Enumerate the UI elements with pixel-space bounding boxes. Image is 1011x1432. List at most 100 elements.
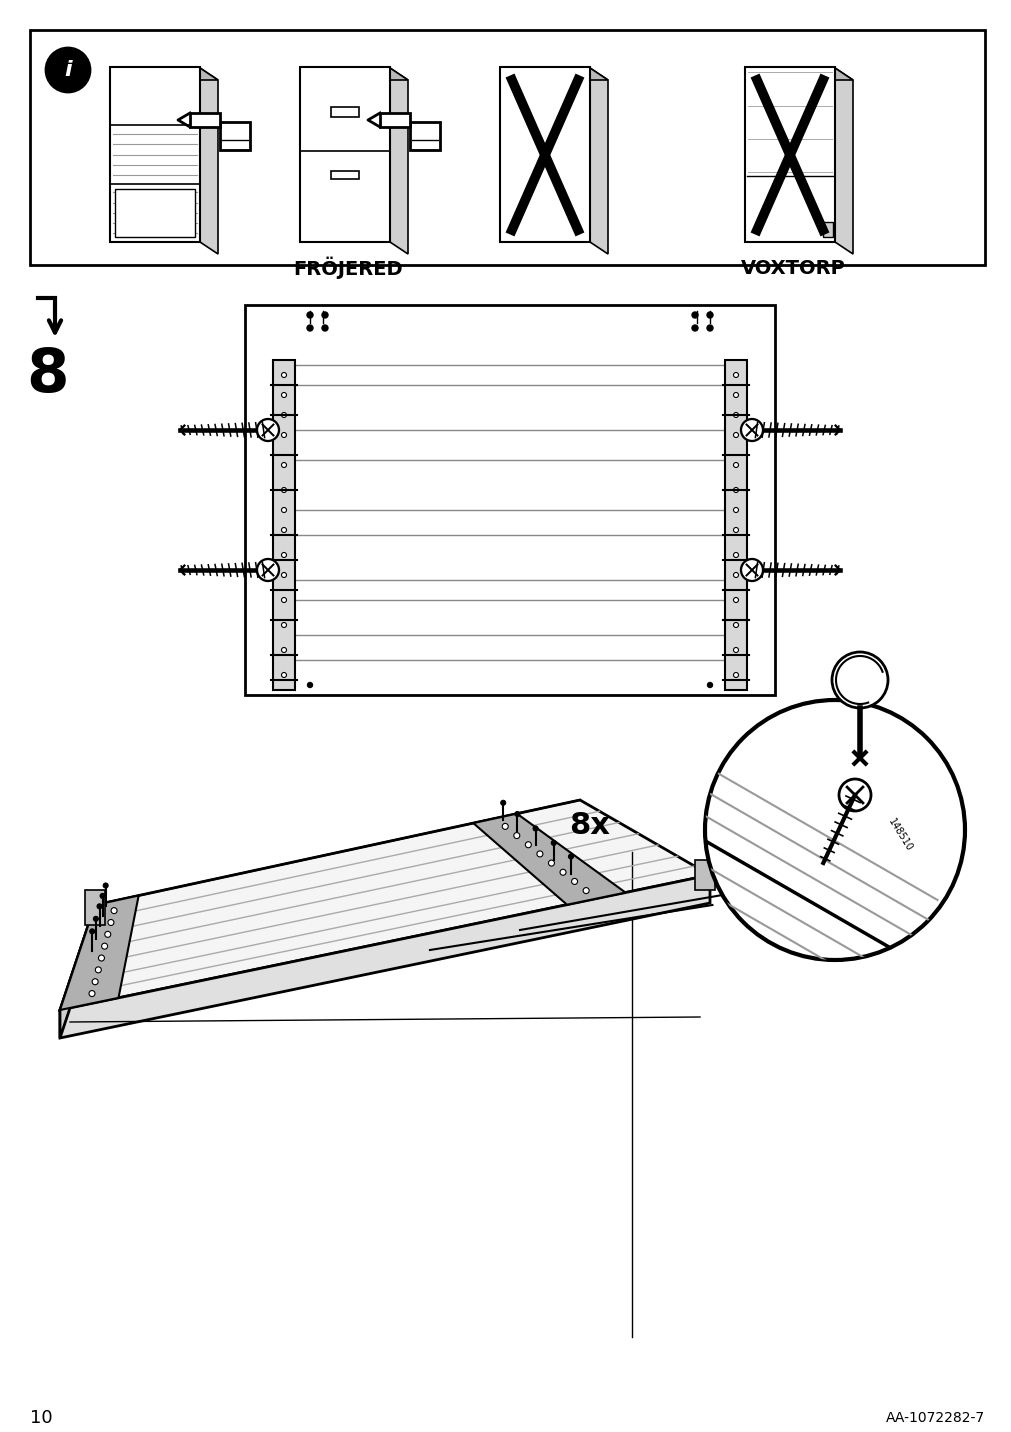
Polygon shape (60, 895, 139, 1010)
Circle shape (306, 312, 312, 318)
Circle shape (45, 49, 90, 92)
Bar (85, 891, 105, 925)
Bar (331, 170, 359, 179)
Circle shape (733, 507, 738, 513)
Circle shape (111, 908, 117, 914)
Bar (30, 30, 984, 265)
Circle shape (257, 558, 279, 581)
Circle shape (281, 487, 286, 493)
Polygon shape (589, 67, 608, 253)
Text: 8x: 8x (569, 811, 610, 839)
Polygon shape (190, 113, 219, 127)
Circle shape (281, 392, 286, 398)
Circle shape (733, 573, 738, 577)
Circle shape (103, 884, 108, 888)
Circle shape (105, 931, 110, 938)
Circle shape (92, 978, 98, 985)
Text: i: i (64, 60, 72, 80)
Circle shape (257, 420, 279, 441)
Circle shape (707, 312, 713, 318)
Circle shape (707, 683, 712, 687)
Bar (331, 107, 359, 117)
Circle shape (707, 325, 713, 331)
Text: AA-1072282-7: AA-1072282-7 (885, 1411, 984, 1425)
Circle shape (321, 312, 328, 318)
Circle shape (108, 919, 114, 925)
Polygon shape (60, 800, 710, 1010)
Circle shape (548, 861, 554, 866)
Circle shape (733, 392, 738, 398)
Circle shape (571, 878, 577, 885)
Circle shape (733, 623, 738, 627)
Circle shape (281, 553, 286, 557)
Bar (245, 305, 774, 695)
Circle shape (514, 832, 520, 839)
Bar (273, 359, 295, 690)
Polygon shape (299, 67, 407, 80)
Circle shape (95, 967, 101, 972)
Circle shape (705, 700, 964, 959)
Polygon shape (60, 875, 710, 1038)
Circle shape (733, 463, 738, 467)
Circle shape (733, 432, 738, 438)
Circle shape (831, 652, 887, 707)
Text: 8: 8 (26, 345, 69, 404)
Circle shape (100, 894, 105, 898)
Text: 10: 10 (30, 1409, 53, 1428)
Polygon shape (834, 67, 852, 253)
Circle shape (306, 325, 312, 331)
Text: 148510: 148510 (885, 816, 913, 853)
Circle shape (90, 929, 95, 934)
Circle shape (525, 842, 531, 848)
Bar (219, 122, 250, 150)
Polygon shape (60, 905, 95, 1038)
Circle shape (281, 412, 286, 418)
Polygon shape (744, 67, 852, 80)
Circle shape (281, 623, 286, 627)
Circle shape (281, 573, 286, 577)
Bar (724, 359, 746, 690)
Circle shape (101, 944, 107, 949)
Bar (110, 67, 200, 242)
Circle shape (733, 527, 738, 533)
Circle shape (89, 991, 95, 997)
Circle shape (281, 597, 286, 603)
Circle shape (838, 779, 870, 811)
Circle shape (501, 823, 508, 829)
Circle shape (537, 851, 542, 856)
Circle shape (97, 904, 102, 909)
Circle shape (281, 673, 286, 677)
Circle shape (733, 673, 738, 677)
Text: VOXTORP: VOXTORP (740, 259, 844, 278)
Circle shape (321, 325, 328, 331)
Circle shape (281, 463, 286, 467)
Circle shape (740, 558, 762, 581)
Circle shape (281, 372, 286, 378)
Bar (299, 67, 389, 242)
Polygon shape (379, 113, 409, 127)
Circle shape (93, 916, 98, 921)
Circle shape (733, 553, 738, 557)
Circle shape (733, 372, 738, 378)
Circle shape (733, 647, 738, 653)
Bar (822, 222, 832, 238)
Circle shape (733, 412, 738, 418)
Circle shape (281, 507, 286, 513)
Circle shape (551, 841, 556, 845)
Bar (499, 67, 589, 242)
Circle shape (733, 487, 738, 493)
Polygon shape (200, 67, 217, 253)
Bar (744, 67, 834, 242)
Bar (695, 861, 715, 891)
Circle shape (500, 800, 506, 805)
Circle shape (692, 325, 698, 331)
Circle shape (281, 647, 286, 653)
Bar (115, 189, 195, 238)
Circle shape (281, 432, 286, 438)
Polygon shape (499, 67, 608, 80)
Polygon shape (110, 67, 217, 80)
Circle shape (582, 888, 588, 894)
Circle shape (98, 955, 104, 961)
Circle shape (515, 812, 520, 816)
Text: FRÖJERED: FRÖJERED (293, 256, 402, 279)
